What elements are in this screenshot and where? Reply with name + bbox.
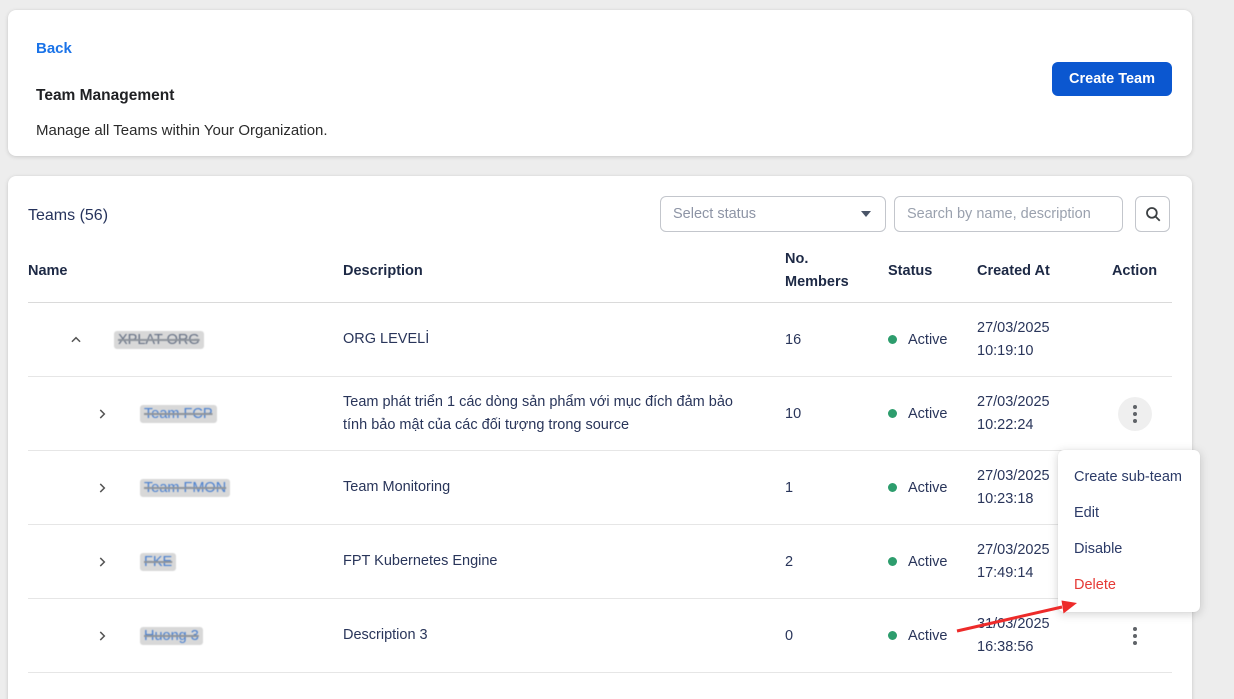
team-members-count: 10	[785, 405, 802, 422]
column-header-status: Status	[888, 263, 933, 279]
team-description: ORG LEVELİ	[343, 331, 430, 348]
status-filter-select[interactable]: Select status	[660, 196, 886, 232]
team-members-count: 0	[785, 627, 794, 644]
team-name-link[interactable]: Team FCP	[140, 404, 217, 423]
created-at: 27/03/2025 10:22:24	[977, 394, 1050, 433]
teams-count-title: Teams (56)	[28, 207, 109, 224]
menu-item-delete[interactable]: Delete	[1074, 577, 1116, 593]
menu-item-edit[interactable]: Edit	[1074, 505, 1099, 521]
expand-row-button[interactable]	[90, 402, 114, 426]
search-input[interactable]	[895, 206, 1122, 222]
status-dot-icon	[888, 557, 897, 566]
team-name-link[interactable]: Huong 3	[140, 626, 203, 645]
chevron-right-icon	[99, 630, 106, 641]
expand-row-button[interactable]	[90, 550, 114, 574]
created-at: 31/03/2025 16:38:56	[977, 616, 1050, 655]
teams-card: Teams (56) Select status Name Descriptio…	[8, 176, 1192, 699]
page-subtitle: Manage all Teams within Your Organizatio…	[36, 122, 328, 139]
created-at: 27/03/2025 10:19:10	[977, 320, 1050, 359]
team-name-link[interactable]: XPLAT ORG	[114, 330, 204, 349]
table-header-row: Name Description No. Members Status Crea…	[28, 240, 1172, 303]
status-dot-icon	[888, 409, 897, 418]
create-team-button[interactable]: Create Team	[1052, 62, 1172, 96]
status-dot-icon	[888, 483, 897, 492]
status-badge: Active	[858, 480, 963, 496]
menu-item-disable[interactable]: Disable	[1074, 541, 1123, 557]
status-badge: Active	[858, 554, 963, 570]
table-row: Huong 3 Description 3 0 Active 31/03/202…	[28, 599, 1172, 673]
chevron-up-icon	[71, 336, 81, 342]
team-description: Team Monitoring	[343, 479, 451, 496]
table-row: Team FMON Team Monitoring 1 Active 27/03…	[28, 451, 1172, 525]
team-name-link[interactable]: Team FMON	[140, 478, 231, 497]
column-header-name: Name	[28, 263, 68, 279]
search-field-wrap	[894, 196, 1123, 232]
status-badge: Active	[858, 332, 963, 348]
table-row: FKE FPT Kubernetes Engine 2 Active 27/03…	[28, 525, 1172, 599]
team-description: Team phát triển 1 các dòng sản phẩm với …	[343, 394, 733, 433]
caret-down-icon	[861, 211, 871, 217]
teams-panel-header: Teams (56) Select status	[8, 176, 1192, 240]
team-description: FPT Kubernetes Engine	[343, 553, 498, 570]
search-icon	[1145, 207, 1160, 222]
page-title: Team Management	[36, 87, 175, 104]
chevron-right-icon	[99, 408, 106, 419]
column-header-created: Created At	[977, 262, 1050, 279]
row-actions-context-menu: Create sub-team Edit Disable Delete	[1058, 450, 1200, 612]
team-description: Description 3	[343, 627, 428, 644]
teams-table: Name Description No. Members Status Crea…	[8, 240, 1192, 673]
team-members-count: 2	[785, 553, 794, 570]
back-link[interactable]: Back	[36, 40, 72, 57]
table-row: Team FCP Team phát triển 1 các dòng sản …	[28, 377, 1172, 451]
column-header-members: No. Members	[785, 250, 849, 290]
status-dot-icon	[888, 335, 897, 344]
team-members-count: 16	[785, 331, 802, 348]
status-filter-placeholder: Select status	[673, 206, 757, 222]
team-name-link[interactable]: FKE	[140, 552, 177, 571]
chevron-right-icon	[99, 556, 106, 567]
team-members-count: 1	[785, 479, 794, 496]
chevron-right-icon	[99, 482, 106, 493]
status-badge: Active	[858, 628, 963, 644]
menu-item-create-sub-team[interactable]: Create sub-team	[1074, 469, 1182, 485]
status-dot-icon	[888, 631, 897, 640]
expand-row-button[interactable]	[90, 476, 114, 500]
created-at: 27/03/2025 17:49:14	[977, 542, 1050, 581]
created-at: 27/03/2025 10:23:18	[977, 468, 1050, 507]
table-row: XPLAT ORG ORG LEVELİ 16 Active 27/03/202…	[28, 303, 1172, 377]
row-actions-menu-button[interactable]	[1117, 396, 1152, 431]
search-button[interactable]	[1135, 196, 1170, 232]
status-badge: Active	[858, 406, 963, 422]
expand-row-button[interactable]	[90, 624, 114, 648]
column-header-description: Description	[343, 262, 423, 279]
row-actions-menu-button[interactable]	[1118, 619, 1152, 653]
column-header-action: Action	[1111, 263, 1158, 279]
header-card: Back Team Management Manage all Teams wi…	[8, 10, 1192, 156]
collapse-row-button[interactable]	[64, 328, 88, 352]
